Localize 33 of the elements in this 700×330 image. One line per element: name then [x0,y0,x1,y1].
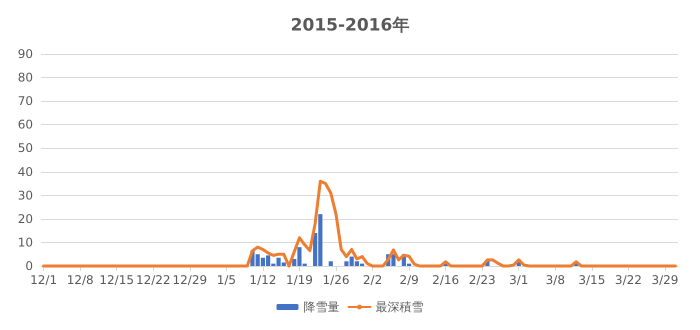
bar [328,261,333,266]
x-tick-label: 3/22 [614,273,642,287]
y-tick-label: 90 [18,47,33,61]
y-tick-label: 10 [18,235,33,250]
x-tick-label: 2/23 [468,273,496,287]
y-tick-label: 70 [18,94,33,108]
chart-title: 2015-2016年 [290,16,410,36]
y-tick-label: 20 [18,212,33,226]
x-tick-label: 12/1 [30,273,58,287]
x-tick-label: 12/15 [99,273,134,287]
y-tick-label: 50 [18,141,33,156]
y-tick-label: 40 [18,164,33,179]
y-tick-label: 60 [18,118,33,132]
x-tick-label: 2/9 [399,273,419,287]
y-tick-label: 0 [25,259,33,273]
x-tick-label: 2/16 [432,273,460,287]
x-tick-label: 3/8 [546,273,565,287]
x-tick-label: 12/22 [136,273,171,287]
x-tick-label: 12/8 [66,273,94,287]
x-tick-label: 1/12 [249,273,276,287]
x-tick-label: 12/29 [172,273,208,287]
x-tick-label: 3/29 [651,273,678,287]
x-tick-label: 1/5 [216,273,236,287]
y-tick-label: 80 [18,70,33,85]
line-series [42,180,677,268]
x-tick-label: 3/15 [578,273,606,287]
x-tick-label: 1/19 [286,273,313,287]
x-tick-label: 3/1 [509,273,528,287]
x-tick-label: 2/2 [362,273,382,287]
legend-label: 降雪量 [304,300,340,314]
y-tick-label: 30 [18,188,33,202]
x-tick-label: 1/26 [322,273,350,287]
legend-label: 最深積雪 [376,300,424,314]
